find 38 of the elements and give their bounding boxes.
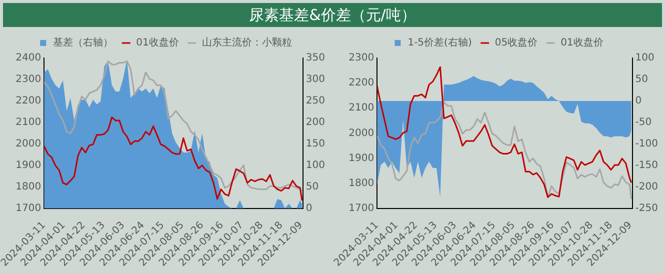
y-tick-label: 2400 — [16, 52, 42, 64]
y2-tick-label: 0 — [635, 96, 642, 107]
legend-label: 山东主流价：小颗粒 — [202, 36, 292, 49]
y-tick-label: 2200 — [16, 96, 42, 107]
y2-tick-label: 0 — [306, 203, 312, 214]
y2-tick-label: 100 — [306, 160, 326, 172]
y-tick-label: 2000 — [348, 128, 374, 139]
y-tick-label: 1800 — [348, 178, 374, 189]
y-tick-label: 2000 — [16, 138, 42, 150]
y-tick-label: 1900 — [16, 160, 42, 172]
y-tick-label: 2200 — [348, 78, 374, 89]
y2-tick-label: -100 — [635, 138, 658, 150]
y-tick-label: 2300 — [348, 52, 374, 64]
y2-tick-label: -200 — [635, 182, 658, 193]
y2-tick-label: 100 — [635, 52, 654, 64]
legend-label: 1-5价差(右轴) — [408, 36, 472, 49]
y2-tick-label: 300 — [306, 74, 326, 86]
legend-label: 01收盘价 — [136, 36, 179, 49]
legend-label: 05收盘价 — [494, 36, 538, 49]
y2-tick-label: -250 — [635, 203, 658, 214]
legend-label: 基差（右轴） — [53, 36, 114, 49]
y2-tick-label: 50 — [306, 182, 319, 193]
y-tick-label: 2300 — [16, 74, 42, 86]
y2-tick-label: 350 — [306, 52, 326, 64]
y-tick-label: 2100 — [348, 102, 374, 114]
y2-tick-label: 50 — [635, 74, 648, 86]
y-tick-label: 1900 — [348, 152, 374, 164]
y2-tick-label: 150 — [306, 138, 326, 150]
y-tick-label: 1800 — [16, 182, 42, 193]
legend-label: 01收盘价 — [560, 36, 604, 49]
y-tick-label: 1700 — [16, 203, 42, 214]
y-tick-label: 2100 — [16, 117, 42, 128]
y2-tick-label: 200 — [306, 117, 326, 128]
y2-tick-label: -150 — [635, 160, 658, 172]
y2-tick-label: 250 — [306, 96, 326, 107]
y2-tick-label: -50 — [635, 117, 652, 128]
chart-title: 尿素基差&价差（元/吨） — [3, 3, 662, 27]
y-tick-label: 1700 — [348, 203, 374, 214]
